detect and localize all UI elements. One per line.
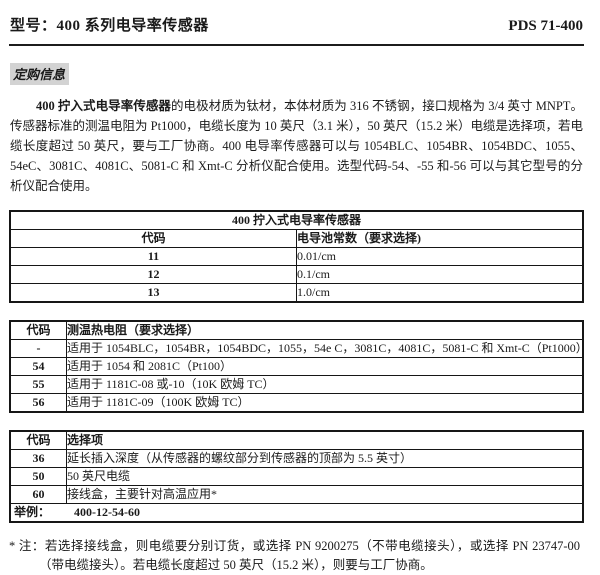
description-cell: 适用于 1181C-08 或-10（10K 欧姆 TC）: [66, 375, 584, 394]
description-cell: 1.0/cm: [296, 283, 584, 303]
table-row: 54 适用于 1054 和 2081C（Pt100）: [9, 357, 584, 376]
footnote-marker: * 注：: [9, 539, 45, 553]
section-label-ordering-info: 定购信息: [10, 63, 70, 85]
table-row: 50 50 英尺电缆: [9, 467, 584, 486]
description-cell: 延长插入深度（从传感器的螺纹部分到传感器的顶部为 5.5 英寸）: [66, 449, 584, 468]
description-cell: 0.1/cm: [296, 265, 584, 284]
code-cell: 13: [9, 283, 297, 303]
table-row: 11 0.01/cm: [9, 247, 584, 266]
example-label: 举例：: [14, 504, 51, 519]
footnote-text: 若选择接线盒，则电缆要分别订货，或选择 PN 9200275（不带电缆接头），或…: [39, 539, 580, 572]
column-header-option: 选择项: [66, 430, 584, 450]
description-cell: 接线盒，主要针对高温应用*: [66, 485, 584, 504]
description-cell: 适用于 1054BLC，1054BR，1054BDC，1055，54e C，30…: [66, 339, 584, 358]
code-cell: 60: [9, 485, 67, 504]
page-title: 型号：400 系列电导率传感器: [10, 18, 209, 34]
code-cell: 36: [9, 449, 67, 468]
table-title-row: 400 拧入式电导率传感器: [9, 210, 584, 230]
example-row: 举例： 400-12-54-60: [9, 503, 584, 523]
column-header-code: 代码: [9, 229, 297, 248]
table-header-row: 代码 测温热电阻（要求选择）: [9, 320, 584, 340]
code-cell: 55: [9, 375, 67, 394]
description-cell: 0.01/cm: [296, 247, 584, 266]
code-cell: -: [9, 339, 67, 358]
table-row: 13 1.0/cm: [9, 283, 584, 303]
doc-header: 型号：400 系列电导率传感器 PDS 71-400: [9, 12, 584, 46]
table-header-row: 代码 选择项: [9, 430, 584, 450]
code-cell: 56: [9, 393, 67, 413]
table-row: 36 延长插入深度（从传感器的螺纹部分到传感器的顶部为 5.5 英寸）: [9, 449, 584, 468]
table-row: - 适用于 1054BLC，1054BR，1054BDC，1055，54e C，3…: [9, 339, 584, 358]
table-row: 60 接线盒，主要针对高温应用*: [9, 485, 584, 504]
table-header-row: 代码 电导池常数（要求选择): [9, 229, 584, 248]
code-cell: 11: [9, 247, 297, 266]
intro-bold-lead: 400 拧入式电导率传感器: [36, 99, 171, 113]
example-cell: 举例： 400-12-54-60: [9, 503, 584, 523]
column-header-option: 电导池常数（要求选择): [296, 229, 584, 248]
code-cell: 54: [9, 357, 67, 376]
description-cell: 50 英尺电缆: [66, 467, 584, 486]
table-cell-constant: 400 拧入式电导率传感器 代码 电导池常数（要求选择) 11 0.01/cm 12…: [9, 210, 584, 303]
column-header-code: 代码: [9, 320, 67, 340]
column-header-option: 测温热电阻（要求选择）: [66, 320, 584, 340]
footnote: * 注：若选择接线盒，则电缆要分别订货，或选择 PN 9200275（不带电缆接…: [9, 537, 580, 575]
table-temperature-element: 代码 测温热电阻（要求选择） - 适用于 1054BLC，1054BR，1054B…: [9, 320, 584, 413]
description-cell: 适用于 1181C-09（100K 欧姆 TC）: [66, 393, 584, 413]
intro-text: 的电极材质为钛材，本体材质为 316 不锈钢，接口规格为 3/4 英寸 MNPT…: [10, 99, 583, 193]
example-value: 400-12-54-60: [74, 504, 141, 519]
table-title: 400 拧入式电导率传感器: [9, 210, 584, 230]
doc-number: PDS 71-400: [508, 18, 583, 34]
table-row: 56 适用于 1181C-09（100K 欧姆 TC）: [9, 393, 584, 413]
table-options: 代码 选择项 36 延长插入深度（从传感器的螺纹部分到传感器的顶部为 5.5 英寸…: [9, 430, 584, 523]
table-row: 55 适用于 1181C-08 或-10（10K 欧姆 TC）: [9, 375, 584, 394]
code-cell: 50: [9, 467, 67, 486]
intro-paragraph: 400 拧入式电导率传感器的电极材质为钛材，本体材质为 316 不锈钢，接口规格…: [10, 96, 583, 196]
table-row: 12 0.1/cm: [9, 265, 584, 284]
code-cell: 12: [9, 265, 297, 284]
column-header-code: 代码: [9, 430, 67, 450]
description-cell: 适用于 1054 和 2081C（Pt100）: [66, 357, 584, 376]
